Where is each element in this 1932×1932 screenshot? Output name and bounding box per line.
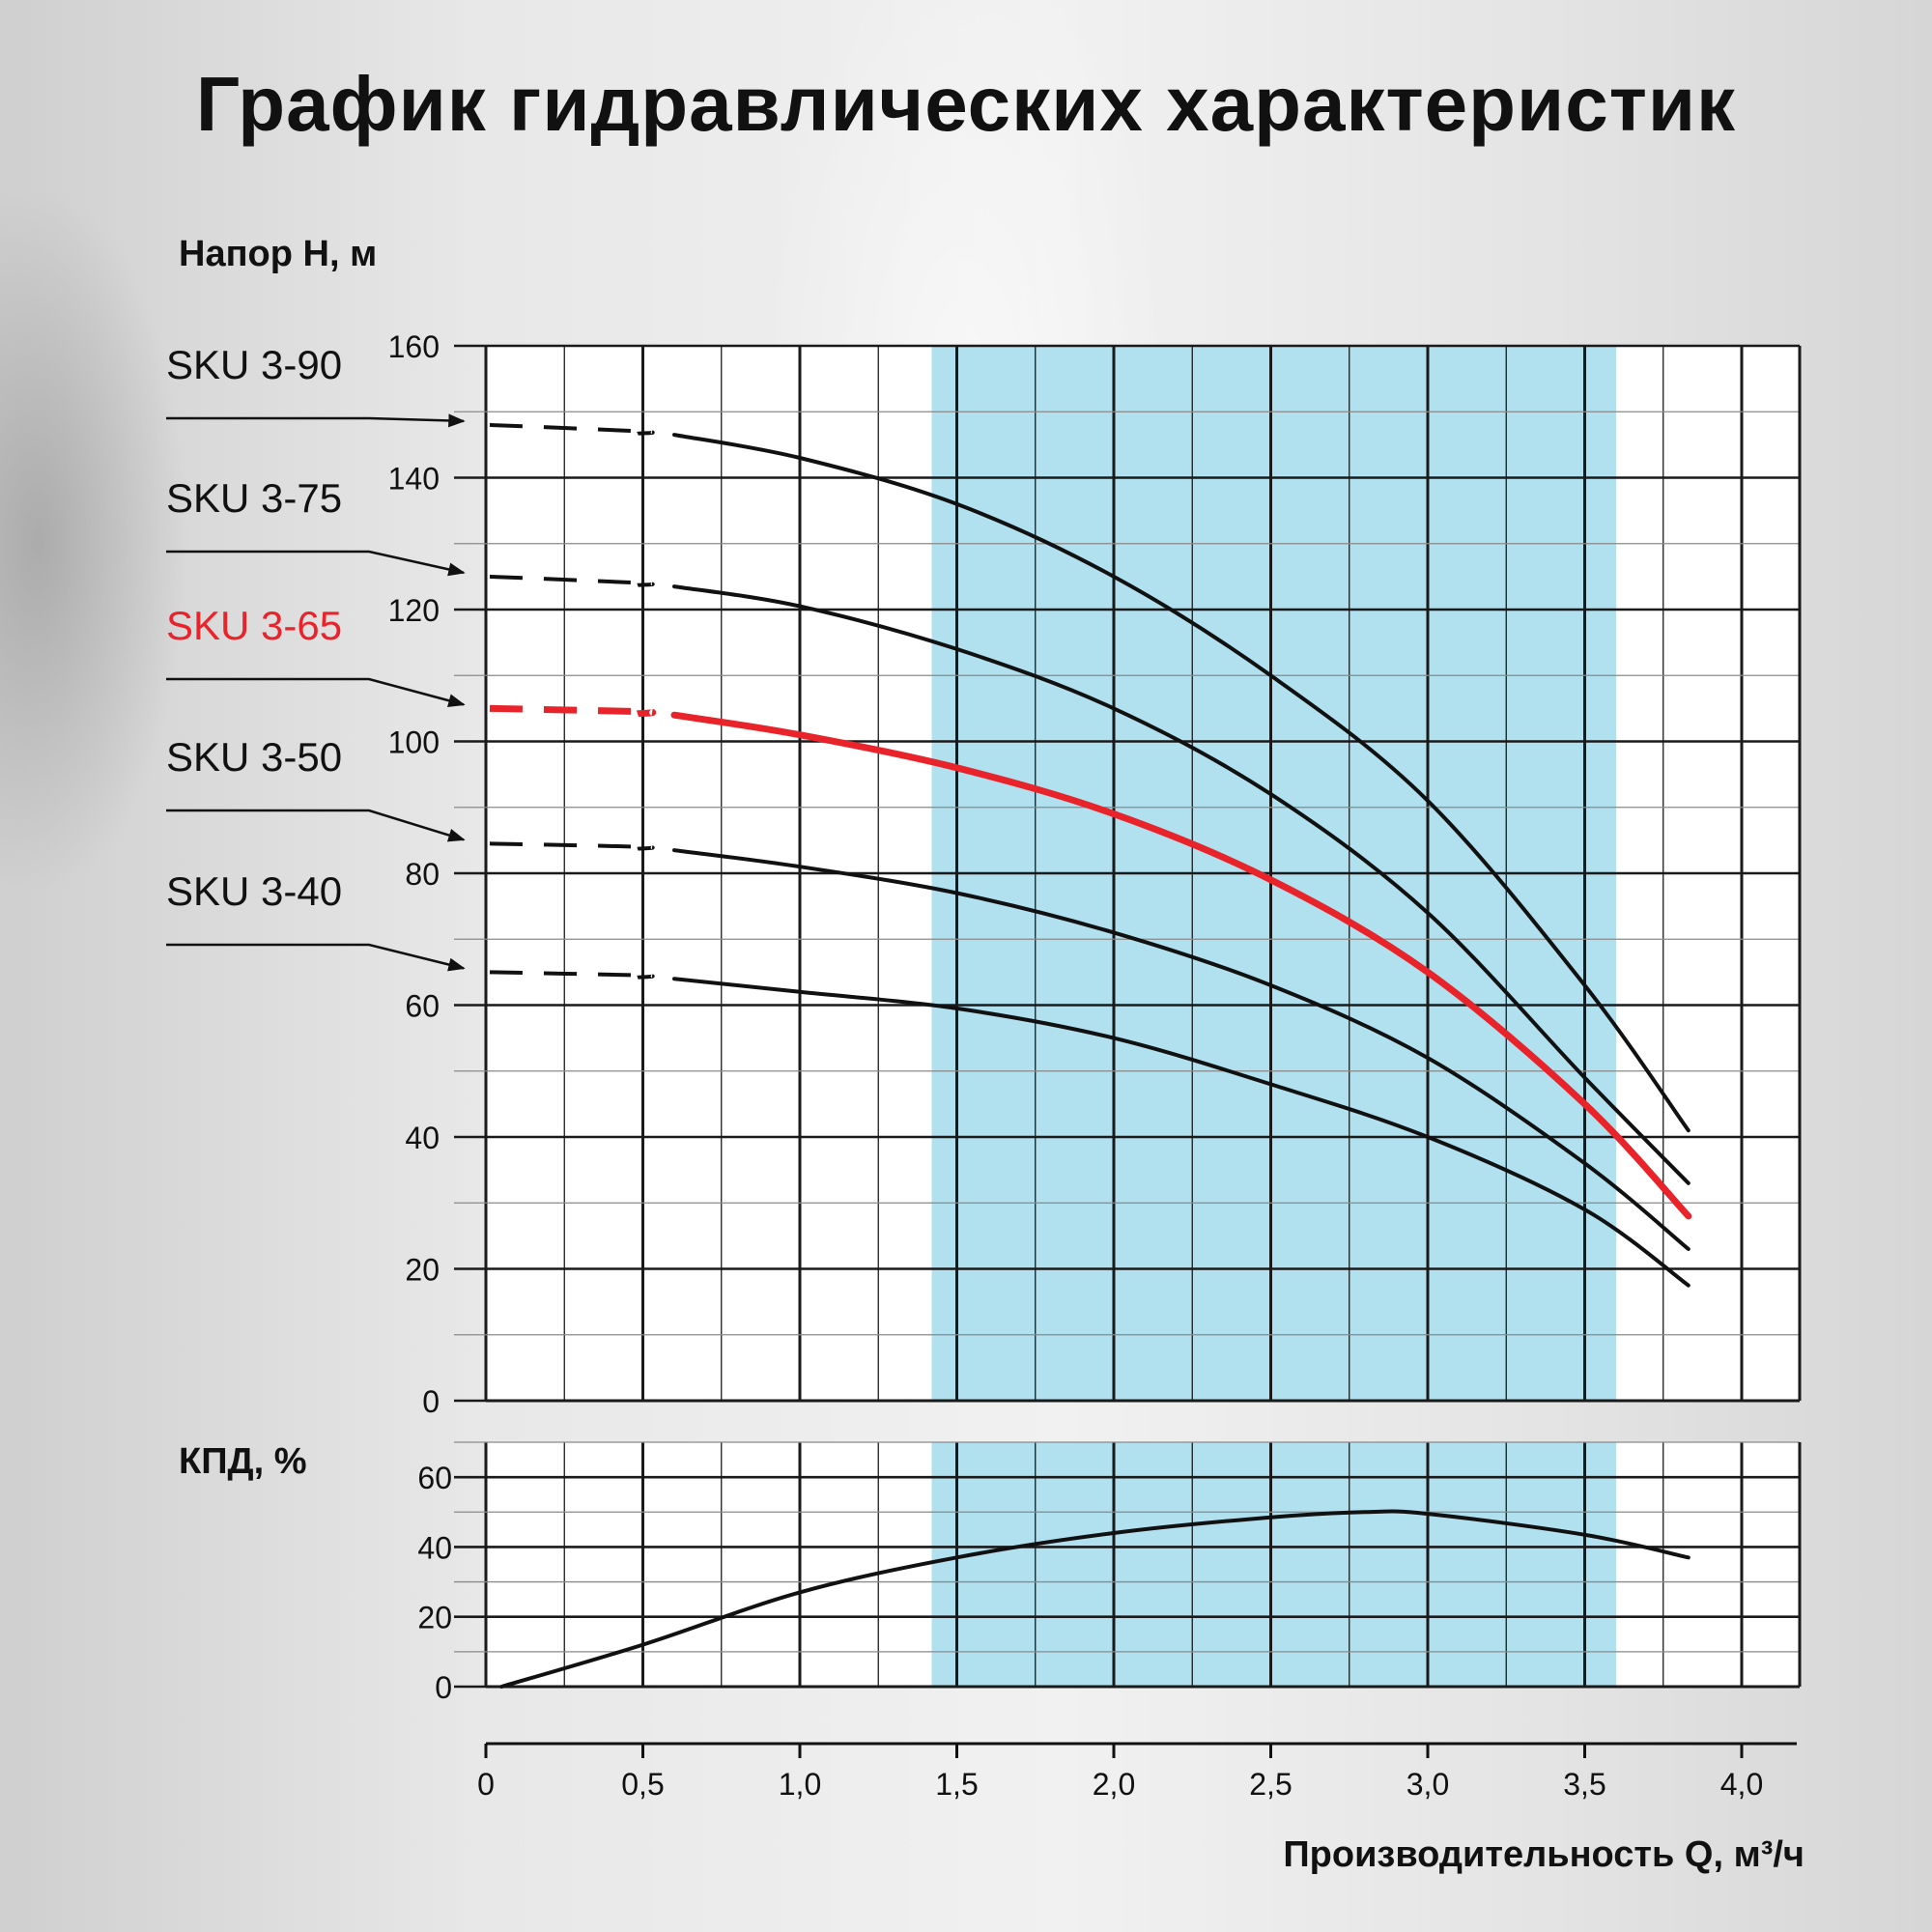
- x-axis-label: Производительность Q, м³/ч: [1283, 1834, 1804, 1875]
- head-y-tick-label: 40: [405, 1121, 440, 1155]
- series-label: SKU 3-65: [166, 603, 342, 648]
- head-curve: [672, 584, 1690, 1185]
- head-curve: [672, 848, 1690, 1251]
- head-series: [489, 422, 1692, 1288]
- chart-title: График гидравлических характеристик: [195, 61, 1737, 147]
- series-label-arrow: [166, 943, 466, 972]
- head-y-tick-label: 20: [405, 1253, 440, 1288]
- head-y-tick-label: 0: [422, 1384, 440, 1419]
- head-curve-dashed: [489, 841, 655, 851]
- efficiency-y-tick-label: 40: [417, 1530, 452, 1565]
- head-curve-dashed: [489, 970, 655, 980]
- head-y-tick-label: 120: [388, 593, 440, 628]
- head-curve: [672, 977, 1690, 1288]
- head-y-tick-label: 140: [388, 462, 440, 497]
- x-tick-label: 0,5: [621, 1767, 664, 1802]
- series-label: SKU 3-50: [166, 734, 342, 780]
- x-tick-label: 3,0: [1406, 1767, 1449, 1802]
- head-curve-dashed: [489, 704, 657, 718]
- x-tick-label: 2,5: [1249, 1767, 1292, 1802]
- series-label: SKU 3-75: [166, 475, 342, 521]
- head-curve-dashed: [489, 574, 655, 587]
- efficiency-y-tick-label: 20: [417, 1601, 452, 1635]
- efficiency-series: [499, 1509, 1690, 1689]
- head-y-ticks: 0 20 40 60 80 100 120 140 160: [388, 329, 440, 1419]
- efficiency-axis-label: КПД, %: [179, 1441, 306, 1482]
- head-y-tick-label: 100: [388, 725, 440, 760]
- head-grid: [454, 344, 1802, 1403]
- x-tick-label: 3,5: [1563, 1767, 1605, 1802]
- efficiency-y-tick-label: 60: [417, 1461, 452, 1495]
- series-label: SKU 3-40: [166, 868, 342, 914]
- series-label-arrow: [166, 809, 466, 842]
- x-tick-label: 2,0: [1093, 1767, 1135, 1802]
- series-label: SKU 3-90: [166, 342, 342, 387]
- series-label-arrow: [166, 550, 466, 577]
- x-tick-label: 1,0: [779, 1767, 821, 1802]
- efficiency-y-tick-label: 0: [435, 1670, 452, 1705]
- efficiency-curve: [499, 1509, 1690, 1689]
- head-y-tick-label: 60: [405, 989, 440, 1024]
- efficiency-operating-band: [931, 1442, 1616, 1687]
- x-axis: 0 0,5 1,0 1,5 2,0 2,5 3,0 3,5 4,0: [477, 1742, 1797, 1802]
- x-tick-label: 1,5: [935, 1767, 978, 1802]
- head-curve-dashed: [489, 422, 655, 436]
- head-curve: [670, 711, 1692, 1220]
- series-label-arrow: [166, 413, 466, 428]
- series-labels: SKU 3-90 SKU 3-75 SKU 3-65 SKU 3-50 SKU 3-40: [166, 342, 466, 972]
- head-y-tick-label: 80: [405, 857, 440, 892]
- head-y-tick-label: 160: [388, 329, 440, 364]
- efficiency-y-ticks: 0 20 40 60: [417, 1461, 452, 1705]
- head-curve: [672, 433, 1690, 1133]
- series-label-arrow: [166, 677, 466, 708]
- head-axis-label: Напор H, м: [179, 234, 377, 274]
- efficiency-grid: [454, 1441, 1802, 1689]
- x-tick-label: 0: [477, 1767, 495, 1802]
- x-tick-label: 4,0: [1720, 1767, 1763, 1802]
